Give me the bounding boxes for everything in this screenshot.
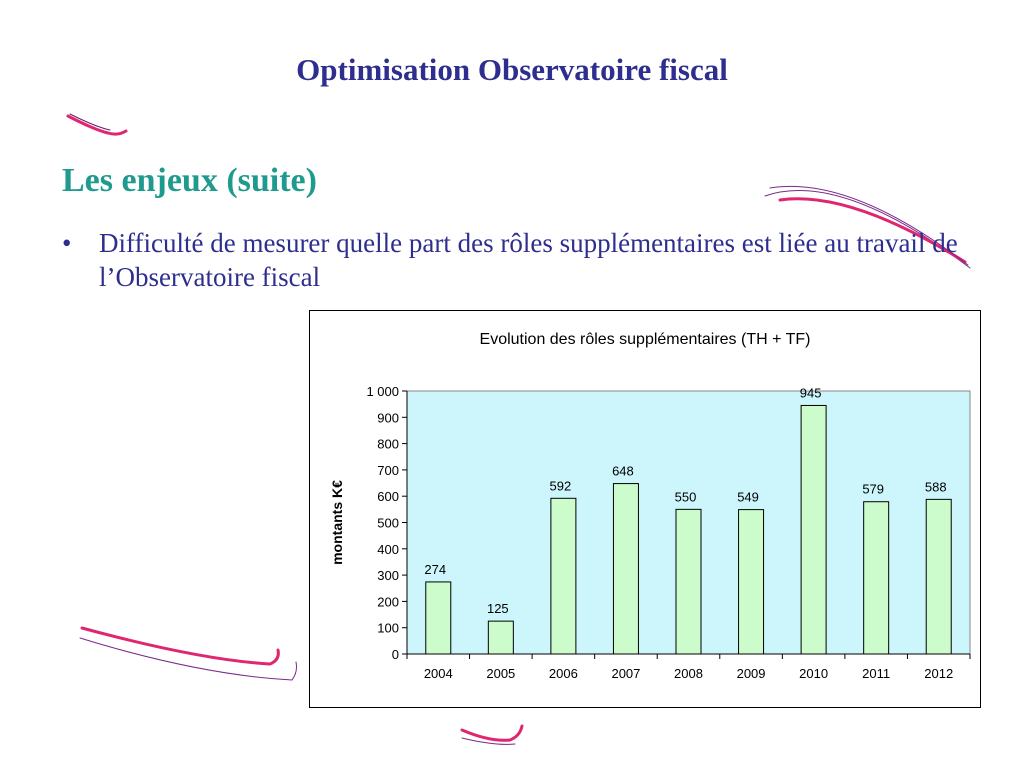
bullet-symbol: •	[62, 228, 72, 258]
y-tick-label: 100	[377, 621, 399, 636]
y-tick-label: 500	[377, 516, 399, 531]
x-tick-label: 2009	[737, 666, 766, 681]
bar-2009	[738, 509, 765, 655]
x-tick-label: 2010	[799, 666, 828, 681]
bullet-point: • Difficulté de mesurer quelle part des …	[62, 226, 962, 294]
bar-2004	[425, 581, 452, 655]
swoosh-bottom-left	[79, 626, 297, 681]
chart-container: Evolution des rôles supplémentaires (TH …	[309, 310, 981, 708]
y-tick-label: 200	[377, 594, 399, 609]
swoosh-right	[764, 185, 971, 269]
y-tick-label: 300	[377, 568, 399, 583]
y-tick-label: 400	[377, 542, 399, 557]
swoosh-bottom-center	[460, 724, 524, 745]
x-tick-label: 2005	[486, 666, 515, 681]
x-tick-label: 2011	[862, 666, 890, 681]
y-tick-label: 700	[377, 463, 399, 478]
bar-2006	[550, 497, 577, 655]
data-label: 579	[862, 482, 884, 497]
bar-2005	[487, 620, 514, 655]
bar-2010	[800, 404, 827, 655]
x-tick-label: 2007	[611, 666, 640, 681]
data-label: 592	[550, 478, 572, 493]
data-label: 648	[612, 464, 634, 479]
x-tick-label: 2008	[674, 666, 703, 681]
x-tick-label: 2006	[549, 666, 578, 681]
slide-title: Optimisation Observatoire fiscal	[296, 52, 728, 87]
x-tick-label: 2012	[924, 666, 953, 681]
bar-2008	[675, 508, 702, 655]
y-axis-label: montants K€	[329, 480, 345, 565]
y-tick-label: 600	[377, 489, 399, 504]
y-tick-label: 0	[392, 647, 399, 662]
data-label: 549	[737, 490, 759, 505]
y-tick-label: 800	[377, 437, 399, 452]
chart-title: Evolution des rôles supplémentaires (TH …	[480, 331, 811, 348]
data-label: 945	[800, 385, 822, 400]
bar-chart: Evolution des rôles supplémentaires (TH …	[329, 331, 971, 681]
bar-2012	[925, 498, 952, 655]
y-tick-label: 900	[377, 410, 399, 425]
x-tick-label: 2004	[424, 666, 453, 681]
bullet-text: Difficulté de mesurer quelle part des rô…	[99, 228, 958, 292]
section-heading: Les enjeux (suite)	[62, 162, 317, 199]
data-label: 125	[487, 601, 509, 616]
bar-2011	[863, 501, 890, 655]
y-tick-label: 1 000	[366, 384, 399, 399]
data-label: 550	[675, 489, 697, 504]
swoosh-top-left	[66, 113, 128, 136]
data-label: 274	[424, 562, 446, 577]
bar-2007	[612, 483, 639, 655]
data-label: 588	[925, 479, 947, 494]
